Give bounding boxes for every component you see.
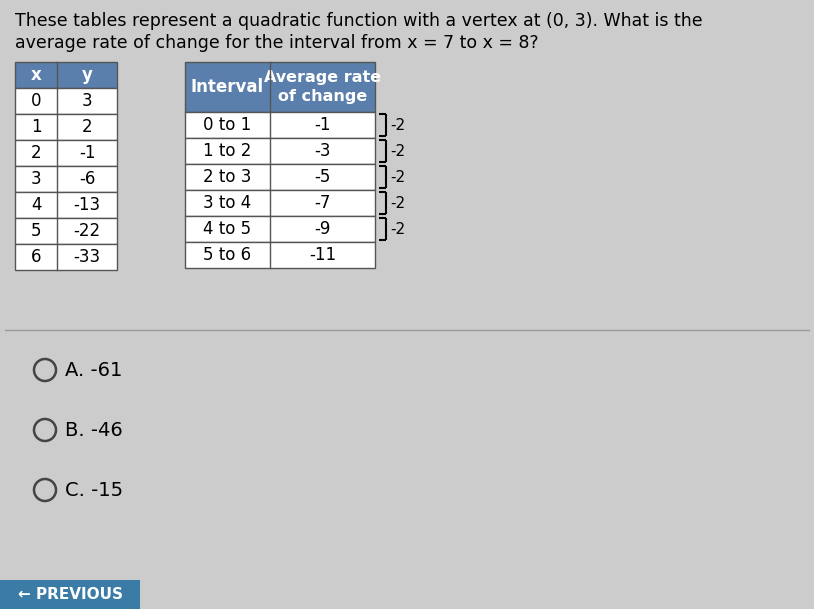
Text: 1: 1 (31, 118, 42, 136)
Text: -2: -2 (390, 195, 405, 211)
Text: B. -46: B. -46 (65, 420, 123, 440)
Text: 4 to 5: 4 to 5 (204, 220, 252, 238)
Text: -2: -2 (390, 118, 405, 133)
Text: average rate of change for the interval from x = 7 to x = 8?: average rate of change for the interval … (15, 34, 539, 52)
Bar (0, 580, 140, 609)
Text: Interval: Interval (191, 78, 264, 96)
Text: -1: -1 (79, 144, 95, 162)
Text: -9: -9 (314, 220, 330, 238)
Bar (185, 62, 375, 112)
Text: These tables represent a quadratic function with a vertex at (0, 3). What is the: These tables represent a quadratic funct… (15, 12, 702, 30)
Text: 3 to 4: 3 to 4 (204, 194, 252, 212)
Text: -6: -6 (79, 170, 95, 188)
Bar (15, 62, 117, 88)
Text: C. -15: C. -15 (65, 481, 123, 499)
Text: -7: -7 (314, 194, 330, 212)
Text: -3: -3 (314, 142, 330, 160)
Text: 6: 6 (31, 248, 42, 266)
Text: -2: -2 (390, 222, 405, 236)
Bar (15, 218, 117, 244)
Text: 3: 3 (81, 92, 92, 110)
Text: Average rate
of change: Average rate of change (264, 70, 381, 104)
Text: -22: -22 (73, 222, 101, 240)
Text: -13: -13 (73, 196, 101, 214)
Bar (15, 244, 117, 270)
Text: -2: -2 (390, 144, 405, 158)
Text: -1: -1 (314, 116, 330, 134)
Bar (15, 192, 117, 218)
Text: 4: 4 (31, 196, 42, 214)
Bar (185, 216, 375, 242)
Bar (15, 114, 117, 140)
Text: x: x (31, 66, 42, 84)
Text: 5: 5 (31, 222, 42, 240)
Bar (185, 242, 375, 268)
Text: ← PREVIOUS: ← PREVIOUS (17, 587, 122, 602)
Text: -2: -2 (390, 169, 405, 185)
Text: A. -61: A. -61 (65, 361, 122, 379)
Text: 0 to 1: 0 to 1 (204, 116, 252, 134)
Bar (185, 138, 375, 164)
Bar (15, 166, 117, 192)
Text: -33: -33 (73, 248, 101, 266)
Text: 5 to 6: 5 to 6 (204, 246, 252, 264)
Text: 1 to 2: 1 to 2 (204, 142, 252, 160)
Bar (15, 88, 117, 114)
Text: y: y (81, 66, 93, 84)
Bar (185, 112, 375, 138)
Text: 2: 2 (81, 118, 92, 136)
Bar (185, 190, 375, 216)
Text: 2: 2 (31, 144, 42, 162)
Text: 3: 3 (31, 170, 42, 188)
Text: -11: -11 (309, 246, 336, 264)
Text: 2 to 3: 2 to 3 (204, 168, 252, 186)
Bar (185, 164, 375, 190)
Text: 0: 0 (31, 92, 42, 110)
Text: -5: -5 (314, 168, 330, 186)
Bar (15, 140, 117, 166)
